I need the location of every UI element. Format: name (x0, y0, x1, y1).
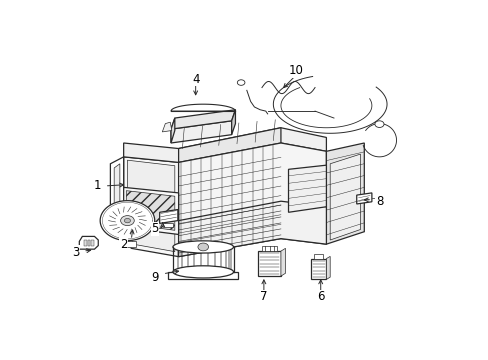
Polygon shape (258, 251, 280, 276)
Text: 10: 10 (288, 64, 303, 77)
Polygon shape (329, 154, 360, 240)
Ellipse shape (173, 241, 233, 253)
Polygon shape (178, 201, 326, 257)
Polygon shape (127, 160, 175, 252)
Text: 1: 1 (93, 179, 101, 193)
Polygon shape (288, 165, 326, 212)
Polygon shape (91, 240, 94, 246)
Polygon shape (110, 157, 123, 212)
Polygon shape (231, 110, 235, 135)
Polygon shape (123, 157, 178, 257)
Circle shape (237, 80, 244, 85)
Text: 6: 6 (316, 290, 324, 303)
Circle shape (121, 216, 134, 226)
Polygon shape (123, 128, 326, 162)
Polygon shape (171, 121, 231, 143)
Circle shape (374, 121, 383, 127)
Polygon shape (163, 223, 173, 227)
Polygon shape (159, 210, 178, 223)
Text: 9: 9 (151, 271, 159, 284)
Polygon shape (262, 246, 277, 251)
Polygon shape (126, 191, 175, 230)
Polygon shape (79, 237, 98, 249)
Polygon shape (326, 256, 329, 279)
Polygon shape (314, 253, 323, 258)
Circle shape (124, 219, 130, 223)
Polygon shape (84, 240, 86, 246)
Text: 2: 2 (120, 238, 127, 251)
Polygon shape (100, 201, 154, 240)
Polygon shape (114, 164, 120, 210)
Polygon shape (280, 248, 285, 276)
Polygon shape (122, 187, 178, 234)
Polygon shape (119, 240, 136, 247)
Text: 7: 7 (260, 290, 267, 303)
Text: 5: 5 (151, 222, 159, 235)
Text: 3: 3 (72, 246, 79, 259)
Polygon shape (168, 272, 238, 279)
Polygon shape (311, 258, 326, 279)
Circle shape (198, 243, 208, 251)
Polygon shape (171, 118, 175, 143)
Text: 4: 4 (191, 73, 199, 86)
Ellipse shape (173, 266, 233, 278)
Polygon shape (178, 128, 280, 162)
Polygon shape (171, 110, 235, 129)
Text: 8: 8 (375, 195, 383, 208)
Polygon shape (326, 143, 364, 244)
Polygon shape (178, 143, 326, 257)
Polygon shape (162, 122, 171, 132)
Polygon shape (356, 193, 371, 204)
Polygon shape (87, 240, 90, 246)
